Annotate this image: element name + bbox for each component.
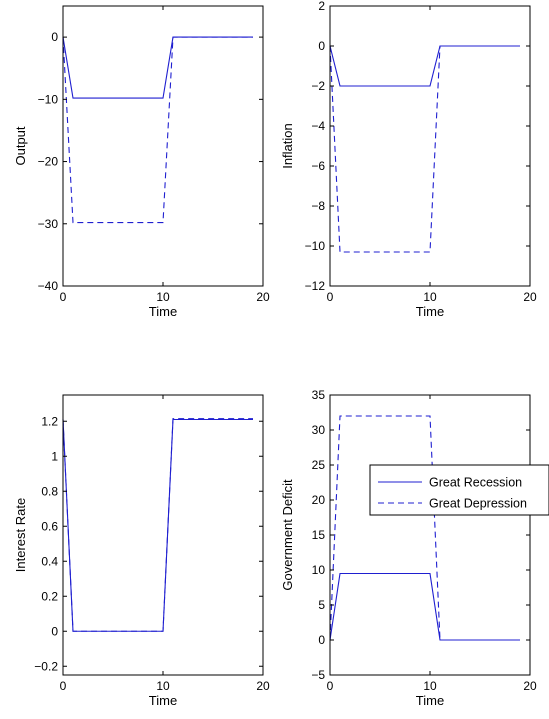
legend: Great Recession Great Depression: [369, 464, 549, 516]
y-axis-label: Output: [13, 126, 28, 165]
series-line-great-recession: [62, 36, 253, 99]
x-tick-label: 10: [423, 290, 437, 304]
y-axis-label: Government Deficit: [280, 479, 295, 591]
x-tick-label: 20: [256, 679, 270, 693]
x-axis-label: Time: [149, 693, 177, 708]
legend-label-great-depression: Great Depression: [429, 497, 527, 511]
y-tick-label: 1.2: [41, 414, 58, 428]
y-tick-label: −5: [311, 668, 325, 682]
y-tick-label: 0.6: [41, 519, 58, 533]
x-tick-label: 0: [327, 290, 334, 304]
x-tick-label: 20: [523, 679, 537, 693]
y-tick-label: −6: [311, 159, 325, 173]
y-tick-label: −30: [38, 217, 59, 231]
x-tick-label: 0: [327, 679, 334, 693]
y-tick-label: 0.2: [41, 589, 58, 603]
y-tick-label: −20: [38, 155, 59, 169]
x-tick-label: 10: [156, 679, 170, 693]
legend-label-great-recession: Great Recession: [429, 476, 522, 490]
x-tick-label: 10: [423, 679, 437, 693]
y-tick-label: 30: [312, 423, 326, 437]
y-tick-label: −12: [305, 279, 326, 293]
y-tick-label: 0: [318, 39, 325, 53]
legend-box: [369, 464, 549, 516]
series-line-great-recession: [62, 418, 253, 632]
y-tick-label: −10: [305, 239, 326, 253]
x-tick-label: 20: [256, 290, 270, 304]
y-tick-label: 35: [312, 388, 326, 402]
series-line-great-depression: [62, 418, 253, 632]
panel-output: 0 10 20 0 −10 −20 −30 −40 Time Output: [13, 5, 270, 319]
y-tick-label: 0: [318, 633, 325, 647]
y-tick-label: −10: [38, 92, 59, 106]
y-tick-label: 15: [312, 528, 326, 542]
y-tick-label: −40: [38, 279, 59, 293]
y-axis-label: Inflation: [280, 123, 295, 169]
y-tick-label: 0: [51, 30, 58, 44]
axes-frame: [329, 394, 531, 676]
y-tick-label: 25: [312, 458, 326, 472]
y-tick-label: 0.8: [41, 484, 58, 498]
y-tick-label: 0: [51, 624, 58, 638]
series-line-great-recession: [329, 572, 520, 641]
y-tick-label: −2: [311, 79, 325, 93]
x-tick-label: 20: [523, 290, 537, 304]
y-tick-label: 5: [318, 598, 325, 612]
y-tick-label: 20: [312, 493, 326, 507]
y-tick-label: −0.2: [34, 659, 58, 673]
y-tick-label: 1: [51, 449, 58, 463]
y-tick-label: −4: [311, 119, 325, 133]
y-tick-label: −8: [311, 199, 325, 213]
axes-frame: [62, 394, 264, 676]
y-tick-label: 0.4: [41, 554, 58, 568]
series-line-great-depression: [329, 45, 520, 253]
axes-frame: [62, 5, 264, 287]
y-axis-label: Interest Rate: [13, 498, 28, 572]
x-tick-label: 0: [60, 290, 67, 304]
x-axis-label: Time: [416, 304, 444, 319]
x-tick-label: 0: [60, 679, 67, 693]
series-line-great-depression: [329, 415, 520, 641]
x-axis-label: Time: [416, 693, 444, 708]
series-line-great-recession: [329, 45, 520, 87]
y-tick-label: 10: [312, 563, 326, 577]
x-axis-label: Time: [149, 304, 177, 319]
y-tick-label: 2: [318, 0, 325, 13]
series-line-great-depression: [62, 36, 253, 224]
x-tick-label: 10: [156, 290, 170, 304]
